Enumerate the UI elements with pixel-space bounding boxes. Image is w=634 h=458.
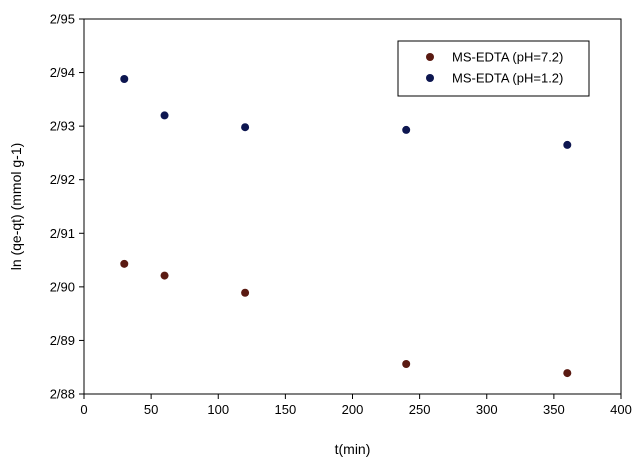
x-tick-label: 0 — [80, 402, 87, 417]
y-tick-label: 2/92 — [50, 172, 75, 187]
data-point-series-1 — [563, 369, 572, 378]
x-tick-label: 350 — [543, 402, 565, 417]
legend-marker-series-2 — [426, 74, 434, 82]
y-tick-label: 2/91 — [50, 226, 75, 241]
y-axis-label: ln (qe-qt) (mmol g-1) — [8, 143, 24, 271]
y-tick-label: 2/88 — [50, 387, 75, 402]
y-tick-label: 2/93 — [50, 119, 75, 134]
legend-marker-series-1 — [426, 53, 434, 61]
data-point-series-2 — [402, 125, 411, 134]
x-tick-label: 300 — [476, 402, 498, 417]
x-tick-label: 250 — [409, 402, 431, 417]
x-tick-label: 400 — [610, 402, 632, 417]
y-tick-label: 2/94 — [50, 65, 75, 80]
data-point-series-2 — [241, 123, 250, 132]
x-tick-label: 100 — [207, 402, 229, 417]
x-axis: 0 50 100 150 200 250 300 350 400 — [80, 394, 632, 417]
data-point-series-2 — [563, 140, 572, 149]
legend-label-series-1: MS-EDTA (pH=7.2) — [452, 50, 563, 65]
y-tick-label: 2/89 — [50, 333, 75, 348]
legend-label-series-2: MS-EDTA (pH=1.2) — [452, 71, 563, 86]
y-tick-label: 2/95 — [50, 12, 75, 27]
data-point-series-2 — [160, 111, 169, 120]
data-points — [120, 75, 572, 378]
x-tick-label: 200 — [342, 402, 364, 417]
data-point-series-1 — [160, 271, 169, 280]
y-axis: 2/88 2/89 2/90 2/91 2/92 2/93 2/94 2/95 — [50, 12, 84, 402]
data-point-series-1 — [241, 288, 250, 297]
data-point-series-2 — [120, 75, 129, 83]
legend-box — [397, 40, 590, 97]
x-axis-label: t(min) — [335, 441, 371, 457]
legend: MS-EDTA (pH=7.2) MS-EDTA (pH=1.2) — [397, 40, 590, 97]
x-tick-label: 50 — [144, 402, 158, 417]
data-point-series-1 — [120, 259, 129, 268]
data-point-series-1 — [402, 360, 411, 368]
x-tick-label: 150 — [275, 402, 297, 417]
y-tick-label: 2/90 — [50, 279, 75, 294]
